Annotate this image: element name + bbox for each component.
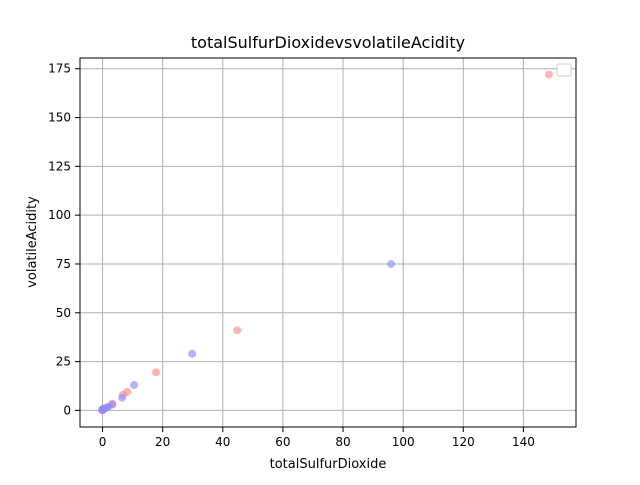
x-axis-label: totalSulfurDioxide: [270, 457, 387, 472]
y-axis-ticks: 0 25 50 75 100 125 150 175: [48, 62, 80, 417]
x-tick-label: 100: [392, 435, 415, 449]
y-tick-label: 175: [48, 62, 71, 76]
chart-title: totalSulfurDioxidevsvolatileAcidity: [191, 33, 465, 52]
y-tick-label: 75: [56, 257, 71, 271]
legend-box: [556, 63, 572, 77]
data-point: [97, 406, 106, 415]
x-tick-label: 140: [512, 435, 535, 449]
y-tick-label: 100: [48, 208, 71, 222]
x-tick-label: 20: [155, 435, 170, 449]
data-points: [97, 70, 553, 415]
data-point: [118, 393, 127, 402]
plot-area-frame: [79, 57, 577, 428]
x-tick-label: 80: [335, 435, 350, 449]
x-tick-label: 40: [215, 435, 230, 449]
data-point: [544, 70, 553, 79]
data-point: [152, 368, 161, 377]
data-point: [130, 381, 139, 390]
x-tick-label: 60: [275, 435, 290, 449]
y-tick-label: 50: [56, 306, 71, 320]
y-tick-label: 125: [48, 159, 71, 173]
x-tick-label: 0: [99, 435, 107, 449]
data-point: [387, 259, 396, 268]
data-point: [188, 349, 197, 358]
y-tick-label: 150: [48, 111, 71, 125]
y-axis-label: volatileAcidity: [25, 196, 40, 288]
x-axis-ticks: 0 20 40 60 80 100 120 140: [99, 427, 535, 449]
x-tick-label: 120: [452, 435, 475, 449]
y-tick-label: 0: [63, 403, 71, 417]
grid-lines: [80, 58, 576, 427]
data-point: [233, 326, 242, 335]
y-tick-label: 25: [56, 355, 71, 369]
